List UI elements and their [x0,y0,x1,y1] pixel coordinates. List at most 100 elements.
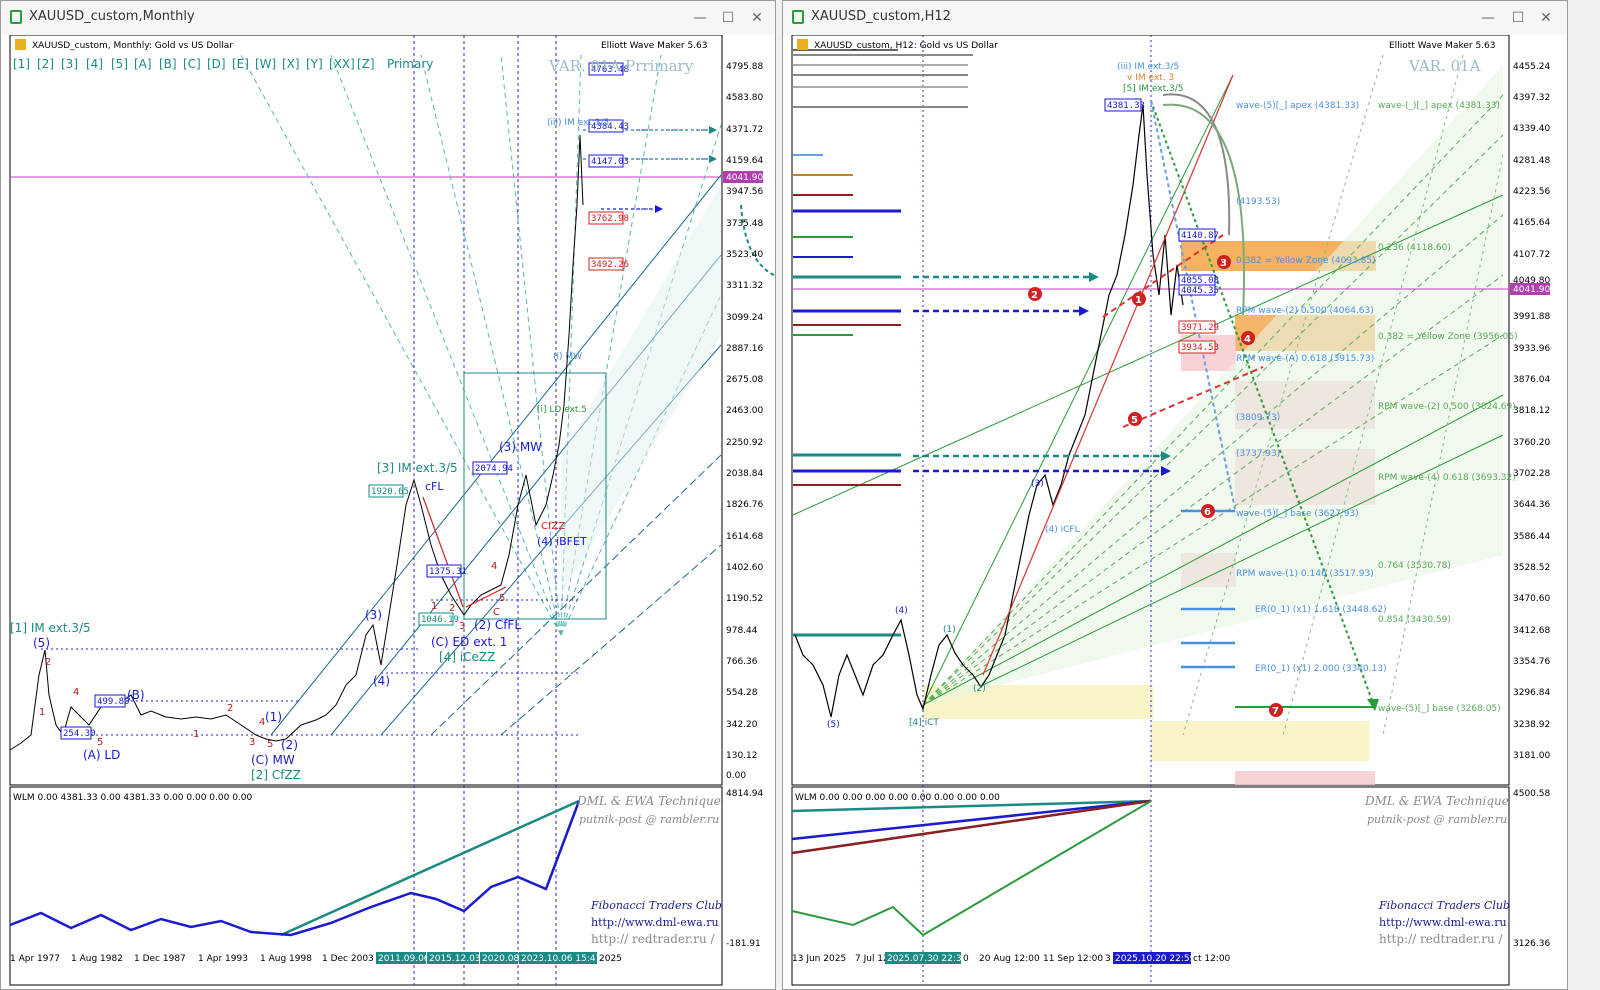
degree-button[interactable]: [A] [134,57,152,71]
wave-label: (5) [827,720,840,730]
price-box: 4763.48 [591,65,629,75]
indicator-axis-top: 4814.94 [726,789,763,799]
svg-text:3947.56: 3947.56 [726,187,763,197]
svg-text:3644.36: 3644.36 [1513,500,1550,510]
credit-link[interactable]: http://www.dml-ewa.ru [591,916,719,929]
wave-label: [1] IM ext.3/5 [10,621,91,635]
price-box: 4381.33 [1107,101,1145,111]
price-box: 1920.65 [371,487,409,497]
svg-text:5: 5 [97,737,103,748]
svg-text:2025.10.20 22:59: 2025.10.20 22:59 [1115,954,1196,964]
svg-text:3099.24: 3099.24 [726,313,763,323]
credit-line: Fibonacci Traders Club [1378,899,1510,912]
svg-text:3818.12: 3818.12 [1513,406,1550,416]
degree-button[interactable]: [Z] [357,57,375,71]
svg-text:3238.92: 3238.92 [1513,720,1550,730]
level-label: RPM wave-(2) 0.500 (3824.69) [1378,402,1516,412]
volume-profile [793,49,973,637]
svg-text:0: 0 [963,954,969,964]
credit-line: DML & EWA Technique [576,794,721,808]
wave-label: (A) LD [83,748,120,762]
svg-text:1 Dec 1987: 1 Dec 1987 [134,954,186,964]
minimize-icon[interactable]: — [1481,10,1495,26]
svg-text:3: 3 [249,737,255,748]
svg-text:3933.96: 3933.96 [1513,344,1550,354]
svg-text:1402.60: 1402.60 [726,563,763,573]
time-axis: 13 Jun 2025 7 Jul 12 2025.07.30 22:37 0 … [792,952,1231,964]
svg-text:4107.72: 4107.72 [1513,250,1550,260]
current-price-tag: 4041.90 [1513,285,1550,295]
degree-button[interactable]: [2] [37,57,54,71]
level-label: wave-(_)[_] apex (4381.33) [1378,101,1500,111]
price-box: 3971.29 [1181,323,1219,333]
h12-chart[interactable]: 4381.33 4140.87 4055.08 4045.35 3971.29 … [783,35,1567,989]
degree-button[interactable]: [XX] [329,57,355,71]
degree-button[interactable]: [3] [61,57,78,71]
svg-text:ct 12:00: ct 12:00 [1193,954,1231,964]
credit-link[interactable]: http:// redtrader.ru / [1379,932,1504,946]
credit-link[interactable]: http://www.dml-ewa.ru [1379,916,1507,929]
svg-text:3: 3 [1105,954,1111,964]
wave-label: (iii) IM ext.3/5 [1117,62,1179,72]
wave-label: (2) CfFL [474,618,521,632]
minimize-icon[interactable]: — [693,10,707,26]
indicator-axis-top: 4500.58 [1513,789,1550,799]
svg-text:1 Aug 1982: 1 Aug 1982 [71,954,123,964]
svg-text:4: 4 [491,561,497,572]
credit-line: Fibonacci Traders Club [590,899,722,912]
wave-label: (2) [281,738,298,752]
svg-text:1: 1 [39,707,45,718]
wave-label: (3) [1031,479,1044,489]
degree-button[interactable]: [D] [207,57,226,71]
svg-text:3586.44: 3586.44 [1513,532,1550,542]
level-label: 0.764 (3530.78) [1378,561,1451,571]
svg-text:3296.84: 3296.84 [1513,688,1550,698]
marker-7: 7 [1272,706,1279,717]
degree-button[interactable]: [4] [86,57,103,71]
degree-button[interactable]: [W] [255,57,276,71]
degree-button[interactable]: [E] [232,57,249,71]
price-box: 3492.26 [591,260,629,270]
svg-text:3991.88: 3991.88 [1513,312,1550,322]
variant-label: VAR. 01A Prrimary [548,57,694,75]
maximize-icon[interactable]: ☐ [721,10,735,26]
svg-text:2015.12.03 0: 2015.12.03 0 [429,954,489,964]
svg-text:1 Apr 1977: 1 Apr 1977 [10,954,60,964]
level-label: RPM wave-(A) 0.618 (3915.73) [1236,354,1374,364]
degree-button[interactable]: [B] [159,57,177,71]
svg-text:2023.10.06 15:47: 2023.10.06 15:47 [521,954,601,964]
level-label: RPM wave-(4) 0.618 (3693.32) [1378,473,1516,483]
svg-text:1 Apr 1993: 1 Apr 1993 [198,954,248,964]
svg-text:0.00: 0.00 [726,771,746,781]
close-icon[interactable]: ✕ [1540,10,1552,26]
level-label: RPM wave-(1) 0.146 (3517.93) [1236,569,1374,579]
monthly-chart[interactable]: 4763.48 4384.43 4147.03 3762.98 3492.26 … [1,35,775,989]
price-box: 3762.98 [591,214,629,224]
degree-buttons[interactable]: [1] [2] [3] [4] [5] [A] [B] [C] [D] [E] … [13,57,433,71]
degree-button[interactable]: [1] [13,57,30,71]
degree-button[interactable]: [C] [183,57,201,71]
degree-button[interactable]: [Y] [306,57,323,71]
degree-button[interactable]: [5] [111,57,128,71]
svg-text:3760.20: 3760.20 [1513,438,1550,448]
wave-label: [5] IM ext.3/5 [1123,84,1183,94]
degree-button[interactable]: Primary [387,57,433,71]
degree-button[interactable]: [X] [282,57,300,71]
maximize-icon[interactable]: ☐ [1511,10,1525,26]
wave-label: (2) [973,684,986,694]
marker-5: 5 [1131,415,1138,426]
wave-label: (4) [373,674,390,688]
close-icon[interactable]: ✕ [751,10,763,26]
svg-text:4397.32: 4397.32 [1513,93,1550,103]
chart-header: XAUUSD_custom, H12: Gold vs US Dollar [814,41,998,51]
marker-6: 6 [1204,507,1211,518]
svg-text:2025.07.30 22:37: 2025.07.30 22:37 [887,954,967,964]
wave-label: (3) MW [499,440,542,454]
svg-text:1614.68: 1614.68 [726,532,763,542]
svg-text:3735.48: 3735.48 [726,219,763,229]
level-label: 0.382 = Yellow Zone (3956.06) [1378,332,1518,342]
product-label: Elliott Wave Maker 5.63 [1389,41,1495,51]
svg-text:4583.80: 4583.80 [726,93,763,103]
indicator-header: WLM 0.00 0.00 0.00 0.00 0.00 0.00 0.00 0… [795,793,1000,803]
credit-link[interactable]: http:// redtrader.ru / [591,932,716,946]
